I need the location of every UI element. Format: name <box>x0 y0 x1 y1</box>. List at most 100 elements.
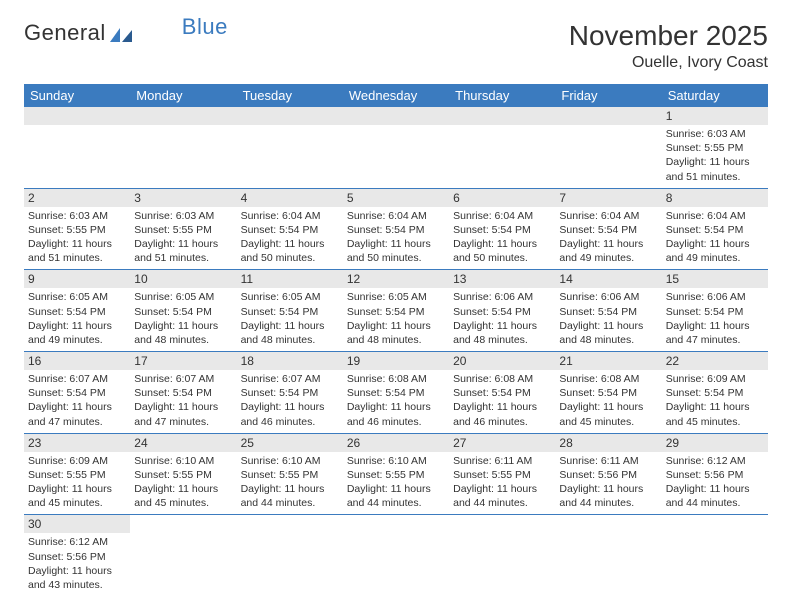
day-cell: 16Sunrise: 6:07 AMSunset: 5:54 PMDayligh… <box>24 352 130 434</box>
day-body: Sunrise: 6:11 AMSunset: 5:56 PMDaylight:… <box>555 452 661 515</box>
day-body: Sunrise: 6:08 AMSunset: 5:54 PMDaylight:… <box>555 370 661 433</box>
day-body: Sunrise: 6:06 AMSunset: 5:54 PMDaylight:… <box>662 288 768 351</box>
day-number-empty <box>237 107 343 125</box>
day-body: Sunrise: 6:04 AMSunset: 5:54 PMDaylight:… <box>237 207 343 270</box>
day-header: Thursday <box>449 84 555 107</box>
day-cell: 7Sunrise: 6:04 AMSunset: 5:54 PMDaylight… <box>555 188 661 270</box>
logo-text-2: Blue <box>182 14 228 40</box>
day-cell <box>130 515 236 596</box>
day-body: Sunrise: 6:10 AMSunset: 5:55 PMDaylight:… <box>343 452 449 515</box>
day-number: 12 <box>343 270 449 288</box>
day-cell <box>130 107 236 188</box>
day-cell: 6Sunrise: 6:04 AMSunset: 5:54 PMDaylight… <box>449 188 555 270</box>
week-row: 16Sunrise: 6:07 AMSunset: 5:54 PMDayligh… <box>24 352 768 434</box>
day-number: 9 <box>24 270 130 288</box>
week-row: 1Sunrise: 6:03 AMSunset: 5:55 PMDaylight… <box>24 107 768 188</box>
day-cell: 9Sunrise: 6:05 AMSunset: 5:54 PMDaylight… <box>24 270 130 352</box>
day-cell: 24Sunrise: 6:10 AMSunset: 5:55 PMDayligh… <box>130 433 236 515</box>
day-body: Sunrise: 6:07 AMSunset: 5:54 PMDaylight:… <box>24 370 130 433</box>
day-number: 4 <box>237 189 343 207</box>
day-body: Sunrise: 6:05 AMSunset: 5:54 PMDaylight:… <box>130 288 236 351</box>
day-cell: 14Sunrise: 6:06 AMSunset: 5:54 PMDayligh… <box>555 270 661 352</box>
day-cell: 2Sunrise: 6:03 AMSunset: 5:55 PMDaylight… <box>24 188 130 270</box>
day-number: 13 <box>449 270 555 288</box>
day-cell: 8Sunrise: 6:04 AMSunset: 5:54 PMDaylight… <box>662 188 768 270</box>
day-body: Sunrise: 6:09 AMSunset: 5:54 PMDaylight:… <box>662 370 768 433</box>
week-row: 23Sunrise: 6:09 AMSunset: 5:55 PMDayligh… <box>24 433 768 515</box>
day-body: Sunrise: 6:07 AMSunset: 5:54 PMDaylight:… <box>130 370 236 433</box>
month-title: November 2025 <box>569 20 768 52</box>
day-cell: 10Sunrise: 6:05 AMSunset: 5:54 PMDayligh… <box>130 270 236 352</box>
logo-text-1: General <box>24 20 106 46</box>
day-header: Wednesday <box>343 84 449 107</box>
day-number: 15 <box>662 270 768 288</box>
day-number: 2 <box>24 189 130 207</box>
day-number: 19 <box>343 352 449 370</box>
day-number: 28 <box>555 434 661 452</box>
day-number-empty <box>343 107 449 125</box>
day-number: 8 <box>662 189 768 207</box>
day-number-empty <box>24 107 130 125</box>
day-cell: 29Sunrise: 6:12 AMSunset: 5:56 PMDayligh… <box>662 433 768 515</box>
day-number: 21 <box>555 352 661 370</box>
day-cell <box>449 107 555 188</box>
day-cell <box>449 515 555 596</box>
day-cell: 23Sunrise: 6:09 AMSunset: 5:55 PMDayligh… <box>24 433 130 515</box>
day-body: Sunrise: 6:04 AMSunset: 5:54 PMDaylight:… <box>449 207 555 270</box>
day-body: Sunrise: 6:08 AMSunset: 5:54 PMDaylight:… <box>449 370 555 433</box>
day-body: Sunrise: 6:12 AMSunset: 5:56 PMDaylight:… <box>24 533 130 596</box>
day-number: 24 <box>130 434 236 452</box>
day-header-row: SundayMondayTuesdayWednesdayThursdayFrid… <box>24 84 768 107</box>
day-cell: 5Sunrise: 6:04 AMSunset: 5:54 PMDaylight… <box>343 188 449 270</box>
day-body: Sunrise: 6:05 AMSunset: 5:54 PMDaylight:… <box>237 288 343 351</box>
day-cell <box>343 515 449 596</box>
day-cell: 28Sunrise: 6:11 AMSunset: 5:56 PMDayligh… <box>555 433 661 515</box>
day-number: 1 <box>662 107 768 125</box>
day-cell: 3Sunrise: 6:03 AMSunset: 5:55 PMDaylight… <box>130 188 236 270</box>
day-number: 11 <box>237 270 343 288</box>
day-header: Saturday <box>662 84 768 107</box>
day-body: Sunrise: 6:04 AMSunset: 5:54 PMDaylight:… <box>343 207 449 270</box>
day-cell: 1Sunrise: 6:03 AMSunset: 5:55 PMDaylight… <box>662 107 768 188</box>
day-number: 20 <box>449 352 555 370</box>
day-body: Sunrise: 6:06 AMSunset: 5:54 PMDaylight:… <box>449 288 555 351</box>
day-number: 14 <box>555 270 661 288</box>
day-cell: 27Sunrise: 6:11 AMSunset: 5:55 PMDayligh… <box>449 433 555 515</box>
day-body: Sunrise: 6:12 AMSunset: 5:56 PMDaylight:… <box>662 452 768 515</box>
week-row: 30Sunrise: 6:12 AMSunset: 5:56 PMDayligh… <box>24 515 768 596</box>
logo: General Blue <box>24 20 228 46</box>
day-header: Friday <box>555 84 661 107</box>
day-body: Sunrise: 6:10 AMSunset: 5:55 PMDaylight:… <box>130 452 236 515</box>
day-body: Sunrise: 6:03 AMSunset: 5:55 PMDaylight:… <box>24 207 130 270</box>
day-number: 29 <box>662 434 768 452</box>
sail-icon <box>108 24 134 42</box>
day-number: 10 <box>130 270 236 288</box>
header: General Blue November 2025 Ouelle, Ivory… <box>24 20 768 72</box>
day-number: 30 <box>24 515 130 533</box>
day-cell <box>555 107 661 188</box>
location: Ouelle, Ivory Coast <box>569 54 768 72</box>
day-cell: 15Sunrise: 6:06 AMSunset: 5:54 PMDayligh… <box>662 270 768 352</box>
day-cell <box>343 107 449 188</box>
day-body: Sunrise: 6:03 AMSunset: 5:55 PMDaylight:… <box>130 207 236 270</box>
day-number: 17 <box>130 352 236 370</box>
day-body: Sunrise: 6:11 AMSunset: 5:55 PMDaylight:… <box>449 452 555 515</box>
day-body: Sunrise: 6:08 AMSunset: 5:54 PMDaylight:… <box>343 370 449 433</box>
day-cell: 20Sunrise: 6:08 AMSunset: 5:54 PMDayligh… <box>449 352 555 434</box>
calendar-table: SundayMondayTuesdayWednesdayThursdayFrid… <box>24 84 768 596</box>
day-cell: 17Sunrise: 6:07 AMSunset: 5:54 PMDayligh… <box>130 352 236 434</box>
day-cell: 13Sunrise: 6:06 AMSunset: 5:54 PMDayligh… <box>449 270 555 352</box>
day-header: Sunday <box>24 84 130 107</box>
day-number: 23 <box>24 434 130 452</box>
day-number-empty <box>449 107 555 125</box>
day-cell: 30Sunrise: 6:12 AMSunset: 5:56 PMDayligh… <box>24 515 130 596</box>
day-body: Sunrise: 6:05 AMSunset: 5:54 PMDaylight:… <box>24 288 130 351</box>
day-header: Monday <box>130 84 236 107</box>
day-number: 7 <box>555 189 661 207</box>
day-number-empty <box>555 107 661 125</box>
day-number: 18 <box>237 352 343 370</box>
day-number: 22 <box>662 352 768 370</box>
day-body: Sunrise: 6:04 AMSunset: 5:54 PMDaylight:… <box>555 207 661 270</box>
week-row: 9Sunrise: 6:05 AMSunset: 5:54 PMDaylight… <box>24 270 768 352</box>
day-number: 27 <box>449 434 555 452</box>
